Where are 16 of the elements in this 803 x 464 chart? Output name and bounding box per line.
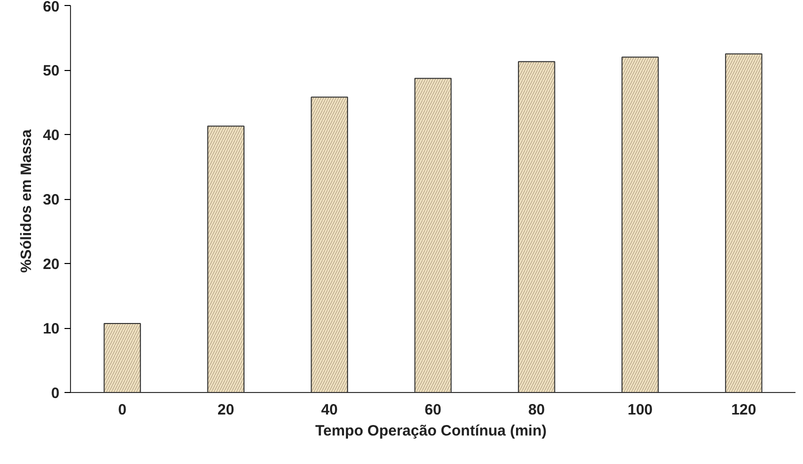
x-tick-label: 20 (218, 402, 234, 418)
x-tick-label: 0 (118, 402, 126, 418)
x-tick-label: 40 (321, 402, 338, 418)
y-tick-label: 0 (51, 385, 60, 402)
y-axis-title: %Sólidos em Massa (18, 128, 35, 273)
x-tick-label: 100 (628, 402, 653, 418)
x-tick-label: 120 (731, 402, 756, 418)
y-tick-label: 30 (42, 192, 60, 208)
x-tick-label: 60 (424, 402, 442, 418)
y-tick-label: 40 (42, 127, 60, 144)
x-tick-label: 80 (528, 402, 545, 418)
x-axis-title: Tempo Operação Contínua (min) (315, 422, 547, 440)
y-tick-label: 50 (42, 62, 60, 80)
y-tick-label: 60 (42, 0, 60, 16)
y-tick-label: 20 (42, 256, 60, 273)
y-tick-label: 10 (42, 320, 60, 338)
